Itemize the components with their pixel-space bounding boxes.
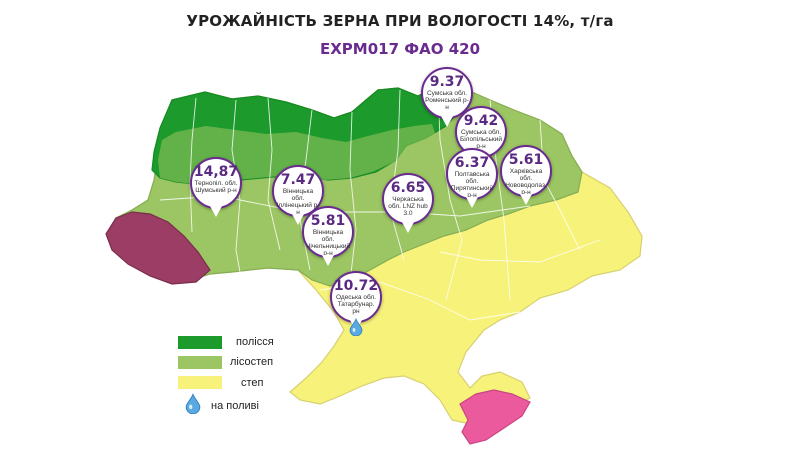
pin-location: Тернопіл. обл. Шумський р-н	[194, 180, 238, 194]
pin-location: Вінницька обл. Чічельницький р-н	[306, 229, 351, 257]
pin-vinnytsia-chechelnytskyi[interactable]: 5.81 Вінницька обл. Чічельницький р-н	[302, 206, 354, 266]
pin-value: 6.65	[390, 180, 426, 196]
pin-value: 14,87	[193, 164, 239, 180]
pin-location: Сумська обл. Білопільський р-н	[459, 129, 503, 150]
pin-vinnytsia-illinetskyi[interactable]: 7.47 Вінницька обл. Іллінецький р-н	[272, 165, 324, 225]
legend-label-lisostep: лісостеп	[230, 356, 274, 368]
pin-ternopil-shumskyi[interactable]: 14,87 Тернопіл. обл. Шумський р-н	[190, 157, 242, 217]
legend-label-irrigation: на поливі	[211, 400, 259, 412]
pin-value: 5.61	[508, 152, 544, 168]
pin-location: Полтавська обл. Пирятинський р-н	[450, 171, 494, 199]
pin-location: Черкаська обл. LNZ hub 3.0	[388, 196, 428, 217]
pin-location: Харківська обл. Нововодолаз. р-н	[505, 168, 547, 196]
legend-label-polissia: полісся	[236, 336, 274, 348]
pin-value: 10.72	[333, 278, 379, 294]
pin-location: Вінницька обл. Іллінецький р-н	[276, 188, 320, 216]
pin-value: 9.42	[463, 113, 499, 129]
zone-crimea	[459, 389, 531, 445]
pin-value: 9.37	[429, 74, 465, 90]
legend-label-step: степ	[241, 377, 264, 389]
pin-value: 5.81	[310, 213, 346, 229]
legend-swatch-lisostep	[178, 356, 222, 369]
pin-cherkasy-lnz-hub[interactable]: 6.65 Черкаська обл. LNZ hub 3.0	[382, 173, 434, 233]
map-subtitle: EXPM017 ФАО 420	[319, 40, 481, 58]
water-drop-icon	[349, 318, 363, 336]
pin-value: 6.37	[454, 155, 490, 171]
pin-location: Одеська обл. Татарбунар. рн	[335, 294, 376, 315]
water-drop-icon	[185, 393, 201, 414]
pin-kharkiv-novovodolazkyi[interactable]: 5.61 Харківська обл. Нововодолаз. р-н	[500, 145, 552, 205]
pin-poltava-pyriatynskyi[interactable]: 6.37 Полтавська обл. Пирятинський р-н	[446, 148, 498, 208]
zone-carpathians	[105, 211, 211, 285]
pin-odesa-tatarbunary[interactable]: 10.72 Одеська обл. Татарбунар. рн	[330, 271, 382, 331]
pin-value: 7.47	[280, 172, 316, 188]
legend-swatch-polissia	[178, 336, 222, 349]
map-title: УРОЖАЙНІСТЬ ЗЕРНА ПРИ ВОЛОГОСТІ 14%, т/г…	[186, 12, 614, 30]
pin-location: Сумська обл. Роменський р-н	[425, 90, 469, 111]
legend-swatch-step	[178, 376, 222, 389]
